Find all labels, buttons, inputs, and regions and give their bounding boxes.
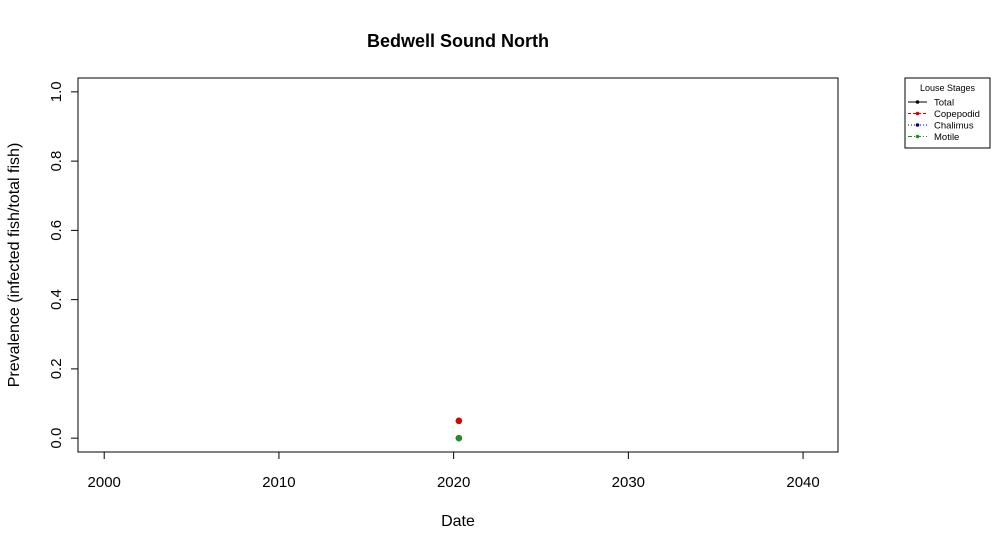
y-tick-label: 0.2 bbox=[48, 358, 65, 379]
y-tick-label: 0.4 bbox=[48, 289, 65, 310]
data-points bbox=[455, 417, 463, 442]
y-axis: 0.0 0.2 0.4 0.6 0.8 1.0 bbox=[48, 81, 79, 449]
legend-marker bbox=[915, 123, 920, 127]
y-tick-label: 0.6 bbox=[48, 220, 65, 241]
x-tick-label: 2010 bbox=[262, 474, 295, 491]
y-tick-label: 0.0 bbox=[48, 428, 65, 449]
legend-marker bbox=[915, 134, 920, 139]
legend-label: Motile bbox=[934, 132, 959, 143]
legend-marker bbox=[915, 111, 920, 116]
plot-area bbox=[77, 77, 839, 453]
legend-label: Chalimus bbox=[934, 121, 974, 132]
point-motile bbox=[455, 434, 463, 442]
legend: Louse Stages TotalCopepodidChalimusMotil… bbox=[904, 77, 991, 149]
y-tick-label: 0.8 bbox=[48, 151, 65, 172]
legend-label: Total bbox=[934, 98, 954, 109]
y-tick-label: 1.0 bbox=[48, 81, 65, 102]
x-axis-label: Date bbox=[441, 513, 475, 530]
point-copepodid bbox=[455, 417, 463, 425]
x-tick-label: 2030 bbox=[612, 474, 645, 491]
legend-title: Louse Stages bbox=[920, 83, 976, 93]
chart-title: Bedwell Sound North bbox=[367, 31, 549, 51]
x-tick-label: 2020 bbox=[437, 474, 470, 491]
y-axis-label: Prevalence (infected fish/total fish) bbox=[6, 143, 23, 388]
x-tick-label: 2040 bbox=[786, 474, 819, 491]
legend-marker bbox=[915, 100, 920, 104]
legend-label: Copepodid bbox=[934, 109, 980, 120]
x-tick-label: 2000 bbox=[88, 474, 121, 491]
x-axis: 2000 2010 2020 2030 2040 bbox=[88, 451, 820, 491]
